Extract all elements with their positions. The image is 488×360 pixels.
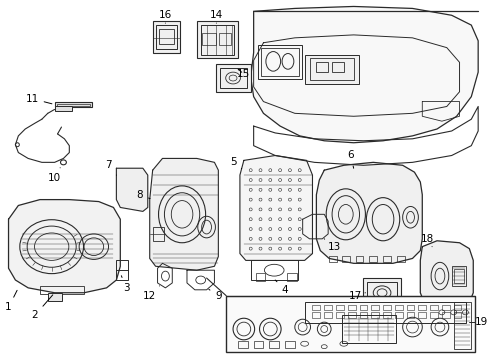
Bar	[368, 256, 376, 262]
Text: 9: 9	[208, 289, 221, 301]
Text: 10: 10	[48, 168, 61, 183]
Bar	[382, 312, 390, 318]
Bar	[250, 260, 297, 280]
Bar	[158, 29, 174, 44]
Polygon shape	[116, 168, 147, 211]
Bar	[324, 312, 331, 318]
Bar	[286, 273, 296, 281]
Bar	[341, 315, 395, 343]
Bar	[255, 273, 265, 281]
Bar	[355, 256, 363, 262]
Bar	[453, 312, 461, 318]
Bar	[406, 305, 414, 310]
Bar	[55, 107, 72, 111]
Polygon shape	[149, 158, 218, 270]
Text: 16: 16	[159, 10, 172, 23]
Bar	[312, 305, 320, 310]
Bar	[200, 25, 234, 54]
Bar	[363, 278, 400, 307]
Bar	[316, 62, 327, 72]
Bar	[324, 305, 331, 310]
Bar	[453, 302, 470, 348]
Bar	[382, 256, 390, 262]
Bar	[382, 305, 390, 310]
Bar	[396, 256, 404, 262]
Bar	[253, 341, 263, 348]
Bar	[451, 266, 466, 286]
Bar	[216, 64, 250, 92]
Bar	[331, 62, 343, 72]
Text: 17: 17	[348, 291, 365, 301]
Bar	[394, 312, 402, 318]
Text: 6: 6	[346, 150, 353, 168]
Bar	[370, 312, 378, 318]
Text: 11: 11	[25, 94, 52, 104]
Bar	[429, 305, 437, 310]
Bar	[341, 256, 349, 262]
Bar	[347, 312, 355, 318]
Bar	[116, 260, 128, 280]
Bar	[328, 256, 336, 262]
Bar	[55, 102, 92, 107]
Bar	[155, 25, 177, 49]
Bar	[226, 296, 474, 352]
Bar	[359, 312, 366, 318]
Bar	[152, 21, 180, 53]
Text: 13: 13	[324, 239, 340, 252]
Bar	[312, 312, 320, 318]
Text: 2: 2	[32, 295, 53, 320]
Bar	[48, 293, 62, 301]
Text: 3: 3	[121, 276, 129, 293]
Bar	[57, 104, 90, 107]
Bar	[429, 312, 437, 318]
Text: 8: 8	[136, 190, 150, 200]
Bar	[441, 305, 449, 310]
Bar	[285, 341, 294, 348]
Bar	[370, 305, 378, 310]
Bar	[309, 58, 353, 80]
Bar	[238, 341, 247, 348]
Bar	[347, 305, 355, 310]
Bar	[359, 305, 366, 310]
Bar	[304, 302, 466, 323]
Bar	[269, 341, 279, 348]
Bar	[394, 305, 402, 310]
Bar	[40, 286, 84, 294]
Polygon shape	[250, 6, 477, 143]
Text: 7: 7	[105, 160, 116, 175]
Polygon shape	[8, 199, 120, 293]
Text: 18: 18	[420, 234, 433, 247]
Text: 14: 14	[209, 10, 223, 23]
Bar	[260, 48, 298, 76]
Bar	[201, 33, 216, 45]
Bar	[418, 305, 426, 310]
Bar	[152, 227, 164, 241]
Bar	[406, 312, 414, 318]
Bar	[335, 305, 343, 310]
Text: 12: 12	[143, 286, 159, 301]
Bar	[453, 269, 464, 283]
Bar	[304, 54, 358, 84]
Bar	[220, 68, 246, 88]
Text: 1: 1	[5, 290, 17, 312]
Bar	[453, 305, 461, 310]
Bar	[441, 312, 449, 318]
Bar	[257, 45, 301, 79]
Bar	[196, 21, 238, 58]
Polygon shape	[420, 241, 472, 309]
Bar	[335, 312, 343, 318]
Text: 15: 15	[237, 69, 250, 79]
Text: 5: 5	[229, 157, 241, 168]
Text: 19: 19	[474, 317, 488, 327]
Bar	[366, 282, 396, 303]
Bar	[418, 312, 426, 318]
Polygon shape	[316, 162, 422, 263]
Bar	[219, 33, 231, 45]
Polygon shape	[240, 156, 312, 260]
Text: 4: 4	[275, 280, 288, 295]
